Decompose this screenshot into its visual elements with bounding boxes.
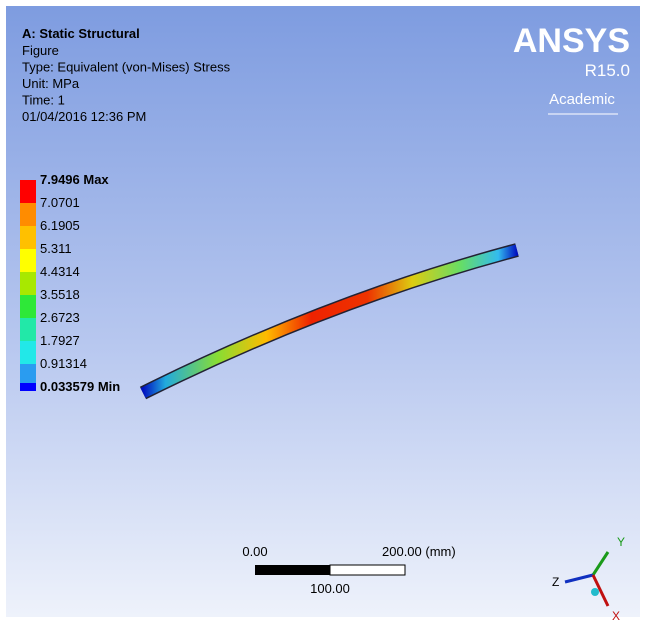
header-line: Unit: MPa [22,76,80,91]
title: A: Static Structural [22,26,140,41]
legend-swatch [20,383,36,391]
legend-label: 6.1905 [40,218,80,233]
header-line: Time: 1 [22,93,65,108]
legend-swatch [20,295,36,318]
label-z: Z [552,575,559,589]
legend-label: 5.311 [40,241,72,256]
header-line: 01/04/2016 12:36 PM [22,109,146,124]
scale-end: 200.00 (mm) [382,544,456,559]
legend-label: 3.5518 [40,287,80,302]
logo-edition: Academic [549,91,615,108]
scale-middle: 100.00 [310,581,350,596]
legend-label: 0.033579 Min [40,379,120,394]
label-x: X [612,609,620,623]
header-line: Figure [22,43,59,58]
scale-start: 0.00 [242,544,267,559]
legend-label: 2.6723 [40,310,80,325]
legend-label: 7.0701 [40,195,80,210]
scale-bar-dark [255,565,330,575]
legend-swatch [20,272,36,295]
logo-name: ANSYS [513,22,630,60]
legend-label: 7.9496 Max [40,172,109,187]
legend-swatch [20,203,36,226]
legend-label: 4.4314 [40,264,80,279]
header-line: Type: Equivalent (von-Mises) Stress [22,60,231,75]
legend-swatch [20,318,36,341]
triad-center [591,588,599,596]
scale-bar-light [330,565,405,575]
legend-swatch [20,180,36,203]
legend-swatch [20,249,36,272]
logo-version: R15.0 [585,61,630,80]
viewport: A: Static Structural Figure Type: Equival… [0,0,646,623]
label-y: Y [617,535,625,549]
legend-label: 1.7927 [40,333,80,348]
legend-label: 0.91314 [40,356,87,371]
legend-swatch [20,341,36,364]
legend-swatch [20,226,36,249]
